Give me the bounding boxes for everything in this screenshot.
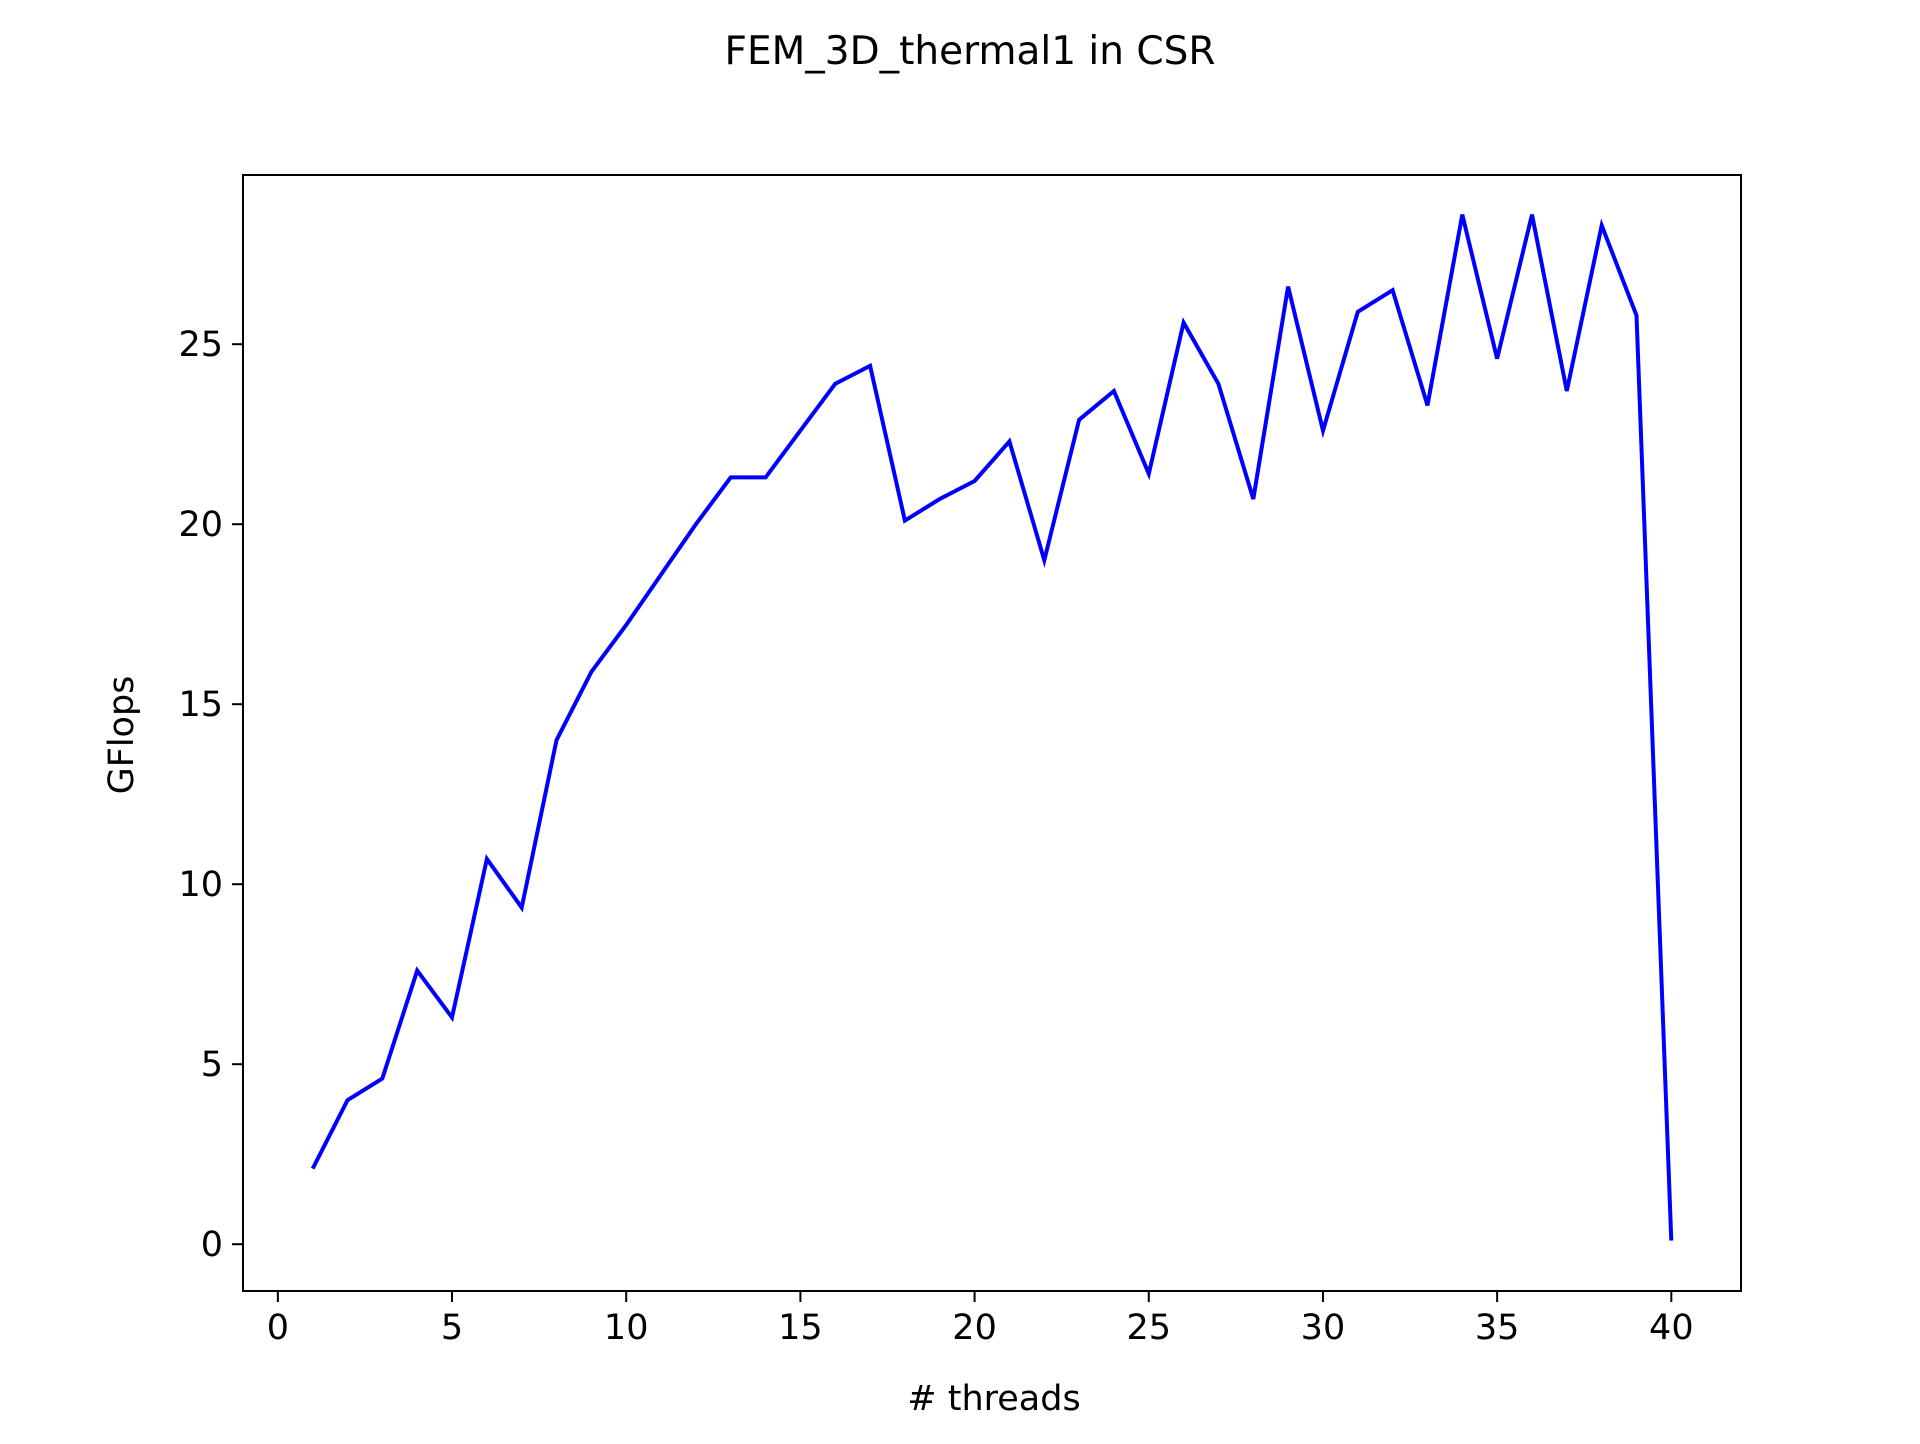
x-tick-label: 15: [778, 1308, 823, 1348]
x-tick-label: 10: [604, 1308, 649, 1348]
y-tick-label: 10: [178, 865, 223, 905]
x-tick-label: 40: [1649, 1308, 1694, 1348]
x-tick-label: 30: [1301, 1308, 1346, 1348]
x-axis-label: # threads: [907, 1379, 1080, 1419]
x-tick-label: 5: [441, 1308, 463, 1348]
series-layer: [310, 214, 1674, 1241]
x-tick-label: 35: [1475, 1308, 1520, 1348]
x-tick-label: 25: [1126, 1308, 1171, 1348]
y-axis: 0 5 10 15 20 25: [178, 325, 243, 1265]
x-tick-label: 0: [267, 1308, 289, 1348]
x-tick-label: 20: [952, 1308, 997, 1348]
series-line-0: [310, 214, 1674, 1241]
x-axis: 0 5 10 15 20 25 30 35 40: [267, 1291, 1694, 1348]
y-tick-label: 5: [201, 1045, 223, 1085]
chart-title: FEM_3D_thermal1 in CSR: [725, 29, 1216, 74]
plot-frame: [242, 174, 1742, 1292]
y-tick-label: 25: [178, 325, 223, 365]
y-axis-label: GFlops: [102, 676, 142, 795]
y-tick-label: 20: [178, 505, 223, 545]
y-tick-label: 15: [178, 685, 223, 725]
y-tick-label: 0: [201, 1225, 223, 1265]
plot-area: [242, 174, 1742, 1292]
